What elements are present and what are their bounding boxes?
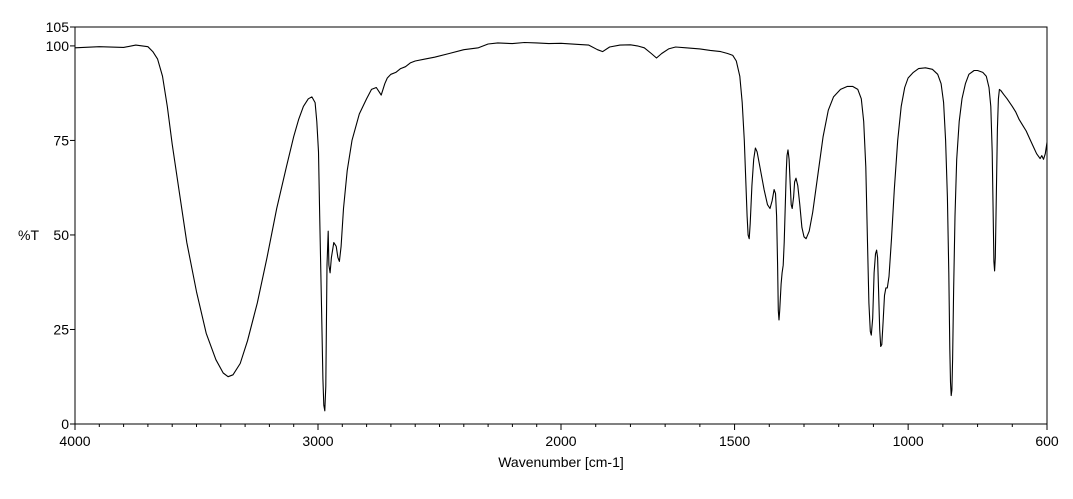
spectrum-line bbox=[74, 41, 1048, 412]
x-axis-tick-labels: 4000 3000 2000 1500 1000 600 bbox=[59, 433, 1058, 449]
y-tick-label-25: 25 bbox=[53, 321, 69, 337]
y-axis-title: %T bbox=[18, 227, 39, 243]
y-tick-label-0: 0 bbox=[61, 416, 69, 432]
x-axis-ticks bbox=[74, 424, 1048, 430]
x-tick-label-2000: 2000 bbox=[545, 433, 576, 449]
x-axis-title: Wavenumber [cm-1] bbox=[498, 454, 624, 470]
y-tick-label-105: 105 bbox=[46, 19, 70, 35]
y-axis-ticks bbox=[70, 26, 75, 425]
y-tick-label-100: 100 bbox=[46, 38, 70, 54]
x-tick-label-1500: 1500 bbox=[719, 433, 750, 449]
x-tick-label-1000: 1000 bbox=[893, 433, 924, 449]
y-tick-label-75: 75 bbox=[53, 132, 69, 148]
x-tick-label-3000: 3000 bbox=[302, 433, 333, 449]
x-tick-label-600: 600 bbox=[1035, 433, 1059, 449]
x-tick-label-4000: 4000 bbox=[59, 433, 90, 449]
y-axis-tick-labels: 0 25 50 75 100 105 bbox=[46, 19, 70, 432]
plot-frame bbox=[74, 26, 1048, 425]
y-tick-label-50: 50 bbox=[53, 227, 69, 243]
